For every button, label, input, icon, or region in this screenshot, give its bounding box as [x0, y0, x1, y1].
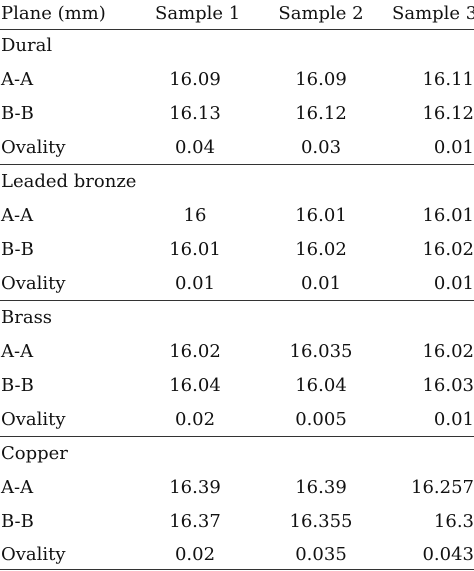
sample-3-value: 16.3: [433, 511, 474, 532]
sample-3-value: 16.02: [422, 341, 474, 362]
sample-2-value: 16.12: [295, 103, 347, 124]
group-title: Dural: [1, 35, 53, 56]
row-label: A-A: [1, 205, 34, 226]
row-label: B-B: [1, 239, 34, 260]
header-sample-2: Sample 2: [278, 3, 364, 24]
row-label: A-A: [1, 477, 34, 498]
header-divider: [0, 29, 474, 30]
sample-3-value: 16.11: [422, 69, 474, 90]
table-row: Ovality 0.04 0.03 0.01: [0, 133, 474, 163]
group-title-row: Leaded bronze: [0, 167, 474, 197]
group-divider: [0, 164, 474, 165]
table-row: A-A 16.39 16.39 16.257: [0, 473, 474, 503]
sample-1-value: 16.37: [169, 511, 221, 532]
sample-3-value: 0.043: [422, 544, 474, 565]
sample-2-value: 16.09: [295, 69, 347, 90]
row-label: Ovality: [1, 409, 66, 430]
sample-3-value: 16.01: [422, 205, 474, 226]
table-row: B-B 16.13 16.12 16.12: [0, 99, 474, 129]
table-row: Ovality 0.01 0.01 0.01: [0, 269, 474, 299]
sample-1-value: 16: [183, 205, 207, 226]
table-row: Ovality 0.02 0.035 0.043: [0, 540, 474, 570]
sample-2-value: 0.01: [300, 273, 342, 294]
table-row: A-A 16 16.01 16.01: [0, 201, 474, 231]
row-label: B-B: [1, 375, 34, 396]
sample-3-value: 0.01: [433, 137, 474, 158]
sample-3-value: 16.257: [411, 477, 474, 498]
sample-2-value: 16.01: [295, 205, 347, 226]
group-title: Copper: [1, 443, 68, 464]
sample-1-value: 16.02: [169, 341, 221, 362]
group-divider: [0, 436, 474, 437]
sample-1-value: 0.02: [174, 409, 216, 430]
header-row: Plane (mm) Sample 1 Sample 2 Sample 3: [0, 0, 474, 29]
group-title-row: Copper: [0, 439, 474, 469]
group-divider: [0, 300, 474, 301]
row-label: Ovality: [1, 137, 66, 158]
header-sample-1: Sample 1: [155, 3, 241, 24]
sample-1-value: 16.13: [169, 103, 221, 124]
sample-3-value: 16.02: [422, 239, 474, 260]
group-title: Brass: [1, 307, 53, 328]
group-title: Leaded bronze: [1, 171, 137, 192]
sample-2-value: 16.035: [289, 341, 353, 362]
sample-3-value: 0.01: [433, 409, 474, 430]
table-row: B-B 16.37 16.355 16.3: [0, 507, 474, 537]
sample-3-value: 16.12: [422, 103, 474, 124]
sample-1-value: 0.04: [174, 137, 216, 158]
bottom-rule: [0, 569, 474, 570]
sample-3-value: 16.03: [422, 375, 474, 396]
table-row: Ovality 0.02 0.005 0.01: [0, 405, 474, 435]
sample-1-value: 0.01: [174, 273, 216, 294]
sample-2-value: 0.03: [300, 137, 342, 158]
sample-1-value: 16.09: [169, 69, 221, 90]
group-title-row: Dural: [0, 31, 474, 61]
sample-2-value: 0.035: [295, 544, 347, 565]
sample-1-value: 16.01: [169, 239, 221, 260]
sample-1-value: 16.39: [169, 477, 221, 498]
sample-2-value: 16.02: [295, 239, 347, 260]
row-label: B-B: [1, 511, 34, 532]
sample-3-value: 0.01: [433, 273, 474, 294]
header-plane: Plane (mm): [1, 3, 106, 24]
row-label: Ovality: [1, 273, 66, 294]
table-row: B-B 16.04 16.04 16.03: [0, 371, 474, 401]
sample-2-value: 0.005: [295, 409, 347, 430]
sample-2-value: 16.39: [295, 477, 347, 498]
group-title-row: Brass: [0, 303, 474, 333]
table-row: A-A 16.02 16.035 16.02: [0, 337, 474, 367]
header-sample-3: Sample 3: [392, 3, 474, 24]
row-label: A-A: [1, 69, 34, 90]
row-label: Ovality: [1, 544, 66, 565]
sample-2-value: 16.355: [289, 511, 353, 532]
row-label: A-A: [1, 341, 34, 362]
sample-1-value: 0.02: [174, 544, 216, 565]
table-row: B-B 16.01 16.02 16.02: [0, 235, 474, 265]
row-label: B-B: [1, 103, 34, 124]
sample-1-value: 16.04: [169, 375, 221, 396]
table-row: A-A 16.09 16.09 16.11: [0, 65, 474, 95]
sample-2-value: 16.04: [295, 375, 347, 396]
